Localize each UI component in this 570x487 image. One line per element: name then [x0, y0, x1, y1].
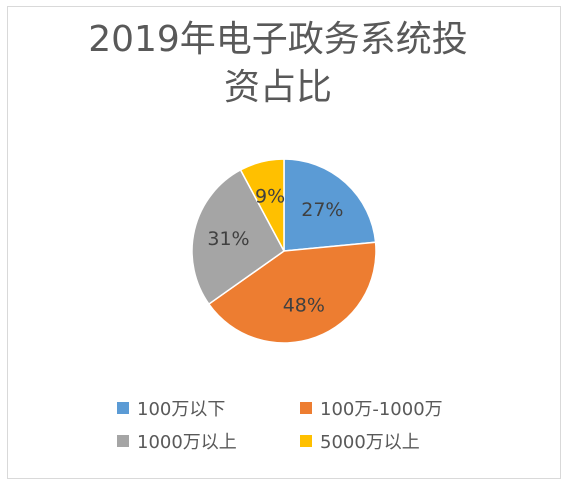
- chart-title-line-1: 2019年电子政务系统投: [88, 19, 468, 60]
- pie-slice-over-10m: [191, 168, 285, 306]
- chart-title-line-2: 资占比: [223, 67, 332, 108]
- pie-slice-1m-10m: [207, 241, 377, 344]
- data-label-under-1m: 27%: [301, 199, 343, 221]
- pie-slice-over-50m: [239, 158, 285, 252]
- data-label-over-50m: 9%: [255, 186, 285, 208]
- chart-title: 2019年电子政务系统投 资占比: [0, 16, 556, 112]
- pie-slice-under-1m: [283, 158, 377, 252]
- data-label-1m-10m: 48%: [283, 294, 325, 316]
- data-label-over-10m: 31%: [207, 228, 249, 250]
